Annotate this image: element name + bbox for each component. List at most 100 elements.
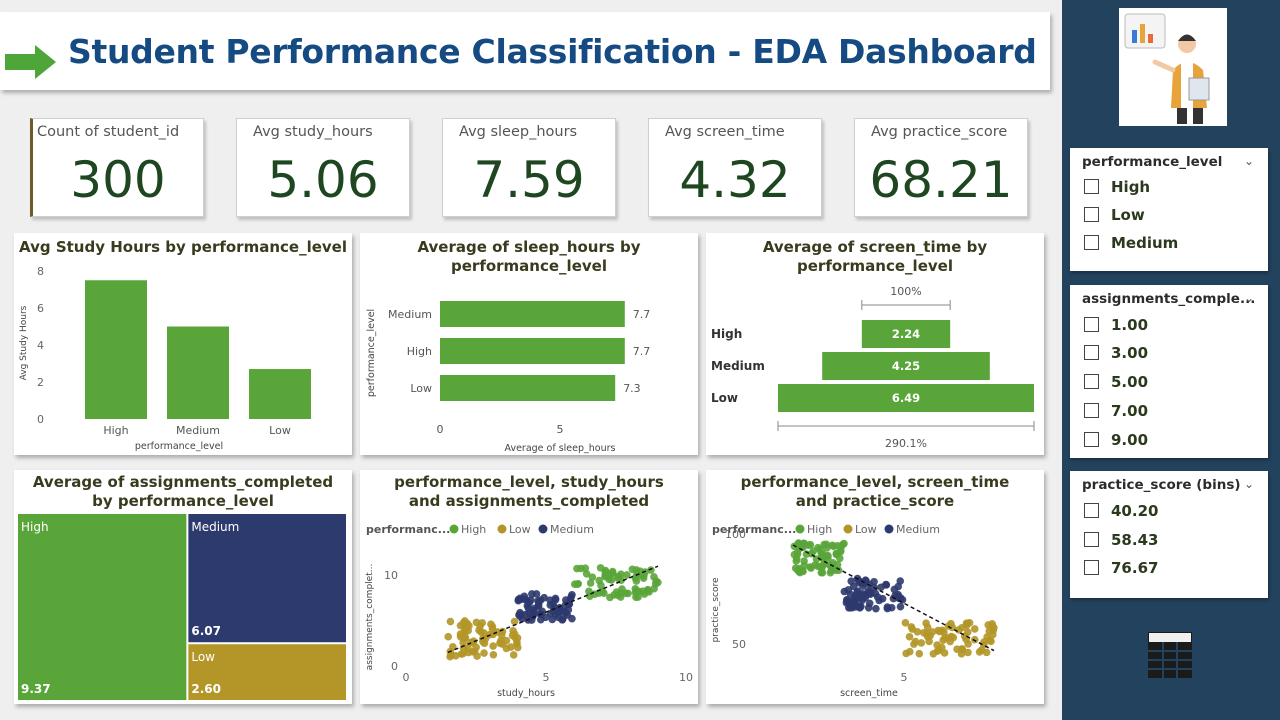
kpi-card-study-hours[interactable]: Avg study_hours 5.06 — [236, 118, 410, 217]
data-point — [623, 571, 631, 579]
x-tick-label: Medium — [176, 424, 220, 437]
data-point — [827, 566, 836, 575]
data-point — [953, 645, 961, 654]
data-point — [836, 546, 845, 555]
chart-study-scatter[interactable]: performance_level, study_hours and assig… — [360, 470, 698, 704]
bar — [167, 326, 229, 419]
data-point — [496, 637, 505, 645]
data-point — [536, 615, 545, 624]
data-point — [908, 625, 917, 633]
chart-screen-scatter[interactable]: performance_level, screen_time and pract… — [706, 470, 1044, 704]
data-point — [828, 541, 837, 550]
data-point — [558, 616, 567, 624]
data-point — [933, 647, 942, 655]
slicer-option[interactable]: 1.00 — [1084, 316, 1148, 334]
bar — [249, 369, 311, 419]
data-point — [459, 649, 467, 658]
data-point — [857, 591, 866, 599]
slicer-option[interactable]: 9.00 — [1084, 431, 1148, 449]
data-point — [444, 632, 453, 641]
kpi-value: 5.06 — [267, 151, 379, 209]
data-point — [650, 584, 658, 593]
checkbox[interactable] — [1084, 207, 1099, 222]
slicer-option[interactable]: 76.67 — [1084, 559, 1158, 577]
chevron-down-icon[interactable]: ⌄ — [1243, 291, 1254, 305]
slicer-option[interactable]: 7.00 — [1084, 402, 1148, 420]
treemap-tile — [188, 644, 346, 700]
chart-study-hours[interactable]: Avg Study Hours by performance_level 0 2 4… — [14, 233, 352, 455]
slicer-option[interactable]: Medium — [1084, 234, 1178, 252]
checkbox[interactable] — [1084, 317, 1099, 332]
data-point — [964, 648, 972, 657]
trend-line — [447, 565, 659, 654]
data-label: 7.7 — [633, 308, 651, 321]
checkbox[interactable] — [1084, 374, 1099, 389]
chevron-down-icon[interactable]: ⌄ — [1243, 477, 1254, 491]
chart-assignments-treemap[interactable]: Average of assignments_completed by perf… — [14, 470, 352, 704]
slicer-option[interactable]: 58.43 — [1084, 531, 1158, 549]
sidebar-panel: performance_level ⌄ High Low Medium assi… — [1062, 0, 1280, 720]
option-label: 40.20 — [1111, 502, 1159, 520]
legend-marker — [449, 524, 459, 534]
data-point — [534, 598, 543, 607]
checkbox[interactable] — [1084, 403, 1099, 418]
slicer-title: practice_score (bins) — [1082, 477, 1241, 493]
data-point — [855, 602, 864, 611]
data-point — [847, 577, 856, 586]
funnel-bar — [861, 320, 951, 348]
data-label: 6.49 — [892, 391, 920, 405]
treemap-tile — [18, 514, 187, 700]
checkbox[interactable] — [1084, 503, 1099, 518]
data-point — [610, 591, 618, 599]
data-point — [461, 633, 470, 642]
kpi-card-sleep-hours[interactable]: Avg sleep_hours 7.59 — [442, 118, 616, 217]
kpi-card-screen-time[interactable]: Avg screen_time 4.32 — [648, 118, 822, 217]
slicer-title: assignments_comple... — [1082, 291, 1256, 307]
option-label: 58.43 — [1111, 531, 1159, 549]
chart-screen-time[interactable]: Average of screen_time by performance_le… — [706, 233, 1044, 455]
top-label: 100% — [890, 285, 921, 298]
data-point — [473, 652, 481, 660]
legend-marker — [884, 524, 894, 534]
checkbox[interactable] — [1084, 532, 1099, 547]
x-tick-label: 5 — [901, 671, 908, 684]
y-tick-label: 6 — [37, 302, 44, 315]
kpi-card-practice-score[interactable]: Avg practice_score 68.21 — [854, 118, 1028, 217]
option-label: Medium — [1111, 234, 1179, 252]
data-point — [894, 590, 902, 599]
checkbox[interactable] — [1084, 560, 1099, 575]
data-point — [600, 589, 608, 598]
data-point — [840, 587, 849, 596]
legend-label: Medium — [896, 523, 940, 536]
data-point — [639, 587, 647, 595]
chevron-down-icon[interactable]: ⌄ — [1243, 154, 1254, 168]
slicer-title: performance_level — [1082, 154, 1223, 170]
chart-title: Avg Study Hours by performance_level — [19, 238, 347, 256]
legend-title: performanc... — [712, 523, 796, 536]
data-point — [987, 637, 995, 646]
data-point — [632, 577, 641, 585]
chart-sleep-hours[interactable]: Average of sleep_hours by performance_le… — [360, 233, 698, 455]
checkbox[interactable] — [1084, 345, 1099, 360]
checkbox[interactable] — [1084, 235, 1099, 250]
checkbox[interactable] — [1084, 179, 1099, 194]
data-point — [546, 601, 555, 609]
y-tick-label: 0 — [391, 660, 398, 673]
kpi-card-count[interactable]: Count of student_id 300 — [30, 118, 204, 217]
kpi-label: Avg study_hours — [253, 124, 373, 140]
data-point — [887, 603, 896, 612]
slicer-option[interactable]: 3.00 — [1084, 344, 1148, 362]
x-tick-label: 5 — [543, 671, 550, 684]
slicer-option[interactable]: 5.00 — [1084, 373, 1148, 391]
chart-title: Average of sleep_hours by performance_le… — [417, 238, 641, 275]
data-point — [588, 573, 597, 582]
data-point — [934, 626, 942, 635]
kpi-label: Avg screen_time — [665, 124, 785, 140]
data-point — [568, 590, 576, 599]
table-icon[interactable] — [1148, 632, 1192, 678]
checkbox[interactable] — [1084, 432, 1099, 447]
slicer-option[interactable]: Low — [1084, 206, 1145, 224]
slicer-option[interactable]: High — [1084, 178, 1150, 196]
slicer-option[interactable]: 40.20 — [1084, 502, 1158, 520]
data-point — [527, 616, 536, 624]
